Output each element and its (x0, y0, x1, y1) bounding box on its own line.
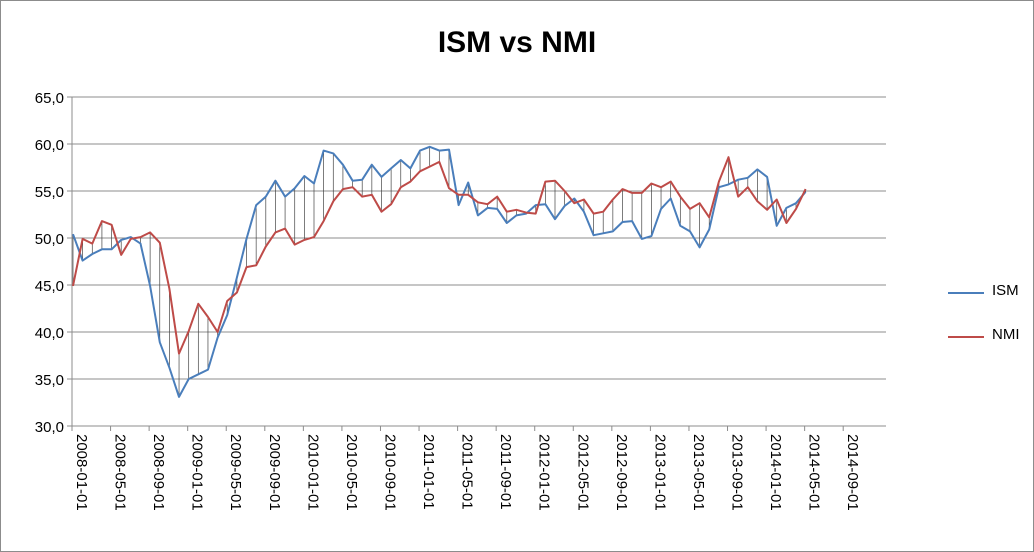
legend-item-ism: ISM (948, 282, 1028, 326)
x-tick-label: 2009-05-01 (227, 434, 244, 511)
series-lines (72, 145, 807, 398)
x-tick-label: 2008-09-01 (150, 434, 167, 511)
x-tick-label: 2009-09-01 (266, 434, 283, 511)
y-tick-label: 55,0 (35, 184, 64, 201)
series-line-ism (72, 145, 807, 398)
x-tick-label: 2008-05-01 (112, 434, 129, 511)
x-tick-label: 2009-01-01 (189, 434, 206, 511)
x-tick-label: 2014-01-01 (767, 434, 784, 511)
y-tick-label: 50,0 (35, 231, 64, 248)
axes (67, 96, 886, 431)
x-tick-label: 2012-05-01 (574, 434, 591, 511)
x-tick-label: 2012-01-01 (536, 434, 553, 511)
y-tick-labels: 30,0 35,0 40,0 45,0 50,0 55,0 60,0 65,0 (35, 90, 64, 436)
y-tick-label: 35,0 (35, 372, 64, 389)
x-tick-label: 2013-09-01 (729, 434, 746, 511)
gridlines (72, 96, 886, 380)
legend-swatch-ism (948, 292, 984, 294)
x-tick-label: 2008-01-01 (73, 434, 90, 511)
x-tick-label: 2011-09-01 (497, 434, 514, 510)
y-tick-label: 40,0 (35, 325, 64, 342)
y-tick-label: 45,0 (35, 278, 64, 295)
legend-item-nmi: NMI (948, 326, 1028, 370)
series-line-nmi (72, 156, 807, 355)
y-tick-label: 30,0 (35, 419, 64, 436)
x-tick-label: 2011-01-01 (420, 434, 437, 510)
x-tick-label: 2011-05-01 (459, 434, 476, 510)
hi-lo-lines (72, 146, 806, 397)
legend-label-ism: ISM (992, 282, 1019, 299)
x-tick-label: 2014-09-01 (844, 434, 861, 511)
legend-label-nmi: NMI (992, 326, 1020, 343)
y-tick-label: 65,0 (35, 90, 64, 107)
x-tick-labels: 2008-01-01 2008-05-01 2008-09-01 2009-01-01… (73, 434, 861, 511)
x-tick-label: 2013-05-01 (690, 434, 707, 511)
legend-swatch-nmi (948, 336, 984, 338)
x-tick-label: 2013-01-01 (651, 434, 668, 511)
legend: ISM NMI (948, 282, 1028, 370)
x-tick-label: 2010-01-01 (304, 434, 321, 511)
chart-title: ISM vs NMI (437, 26, 597, 59)
x-tick-label: 2010-09-01 (381, 434, 398, 511)
x-tick-label: 2012-09-01 (613, 434, 630, 511)
x-tick-label: 2014-05-01 (806, 434, 823, 511)
y-tick-label: 60,0 (35, 137, 64, 154)
x-tick-label: 2010-05-01 (343, 434, 360, 511)
